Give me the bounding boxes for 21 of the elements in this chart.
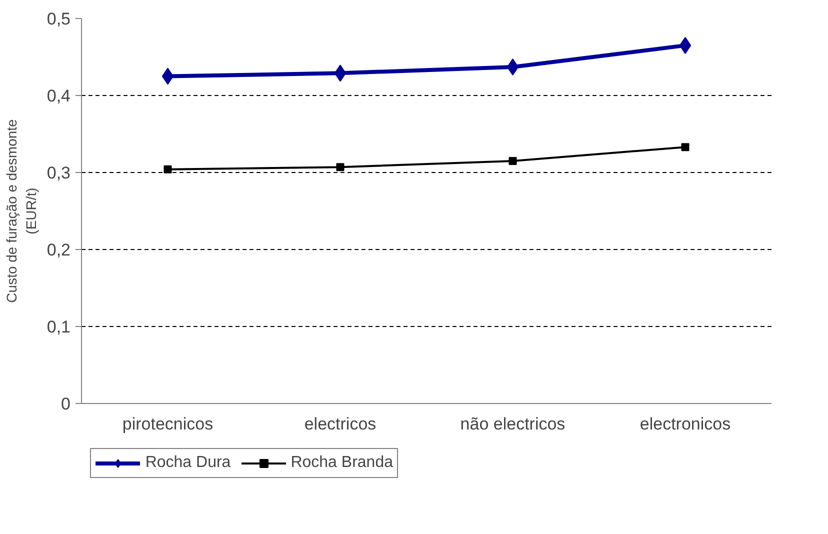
point bbox=[506, 58, 519, 76]
point bbox=[162, 68, 174, 85]
x-tick-label: electronicos bbox=[640, 414, 731, 434]
y-tick-label: 0,5 bbox=[46, 10, 71, 28]
point bbox=[508, 156, 517, 165]
y-tick-label: 0 bbox=[61, 394, 71, 414]
legend-label: Rocha Branda bbox=[290, 454, 393, 472]
point bbox=[681, 143, 690, 152]
point bbox=[679, 36, 692, 54]
y-tick-label: 0,1 bbox=[46, 318, 71, 336]
y-tick-label: 0,4 bbox=[46, 86, 71, 106]
point bbox=[334, 64, 346, 82]
y-axis-title: Custo de furação e desmonte (EUR/t) bbox=[4, 118, 39, 303]
x-tick-label: electricos bbox=[304, 414, 376, 434]
point bbox=[336, 163, 344, 172]
x-tick-label: pirotecnicos bbox=[122, 414, 214, 434]
legend-label: Rocha Dura bbox=[145, 454, 231, 472]
point bbox=[164, 165, 172, 174]
x-tick-label: não electricos bbox=[460, 414, 566, 434]
y-tick-label: 0,2 bbox=[46, 240, 71, 260]
y-tick-label: 0,3 bbox=[46, 164, 71, 182]
